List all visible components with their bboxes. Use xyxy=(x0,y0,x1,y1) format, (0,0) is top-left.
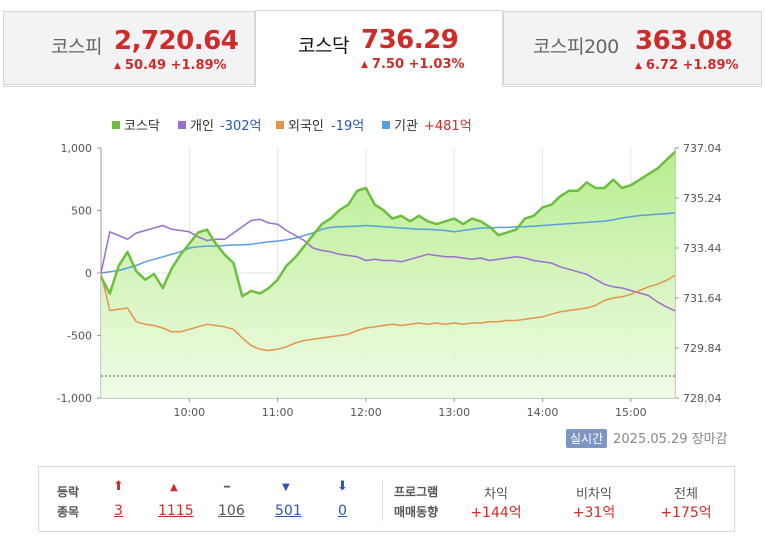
x-tick-label: 12:00 xyxy=(350,406,382,419)
tab-kospi200[interactable]: 코스피200 363.08 ▲ 6.72 +1.89% xyxy=(503,11,762,85)
unchanged-count[interactable]: 106 xyxy=(218,503,245,519)
tab-kospi-name: 코스피 xyxy=(51,36,102,58)
program-arbitrage-value: +144억 xyxy=(470,505,522,521)
legend-label-kosdaq: 코스닥 xyxy=(124,119,160,134)
upper-limit-arrow-icon: ⬆ xyxy=(113,479,124,494)
tab-kospi200-value: 363.08 xyxy=(635,26,733,56)
left-tick-label: 0 xyxy=(85,267,92,280)
rise-count[interactable]: 1115 xyxy=(158,503,194,519)
legend-swatch-institution xyxy=(382,121,390,129)
up-triangle-icon: ▲ xyxy=(114,61,121,71)
status-date: 2025.05.29 xyxy=(613,432,688,447)
tab-kosdaq[interactable]: 코스닥 736.29 ▲ 7.50 +1.03% xyxy=(255,10,503,87)
realtime-badge[interactable]: 실시간 xyxy=(566,429,608,448)
program-label-bottom: 매매동향 xyxy=(394,505,439,519)
tab-kospi[interactable]: 코스피 2,720.64 ▲ 50.49 +1.89% xyxy=(3,11,255,85)
tab-kosdaq-change-text: 7.50 +1.03% xyxy=(371,57,465,72)
breadth-label-top: 등락 xyxy=(57,485,80,499)
program-arbitrage-label: 차익 xyxy=(484,487,508,502)
legend-swatch-individual xyxy=(178,121,186,129)
program-non-arbitrage-value: +31억 xyxy=(572,505,616,521)
series-line-foreign xyxy=(100,272,676,352)
right-tick-label: 737.04 xyxy=(683,142,722,155)
legend-label-individual: 개인 xyxy=(190,119,214,134)
lower-limit-count[interactable]: 0 xyxy=(338,503,347,519)
program-total-label: 전체 xyxy=(674,487,698,502)
x-tick-label: 15:00 xyxy=(615,406,647,419)
panel-divider xyxy=(382,481,383,521)
right-tick-label: 733.44 xyxy=(683,242,722,255)
intraday-chart: 코스닥 개인 -302억 외국인 -19억 기관 +481억 1,000 500 0 -500 -1,… xyxy=(57,119,722,419)
index-tabs: 코스피 2,720.64 ▲ 50.49 +1.89% 코스닥 736.29 ▲ 7… xyxy=(0,0,765,87)
market-breadth-panel: 등락 종목 ⬆ 3 ▲ 1115 ━ 106 ▼ 501 ⬇ 0 프로그램 매매… xyxy=(38,466,735,532)
program-total-value: +175억 xyxy=(660,505,712,521)
tab-kospi200-change: ▲ 6.72 +1.89% xyxy=(635,58,739,73)
right-tick-label: 731.64 xyxy=(683,292,722,305)
rise-triangle-icon: ▲ xyxy=(170,482,178,493)
left-tick-label: -500 xyxy=(67,330,92,343)
kosdaq-area xyxy=(101,151,675,398)
legend-label-institution: 기관 xyxy=(394,119,418,134)
left-tick-label: -1,000 xyxy=(57,392,92,405)
left-tick-label: 1,000 xyxy=(61,142,93,155)
tab-divider xyxy=(3,86,255,87)
unchanged-dash-icon: ━ xyxy=(224,482,231,493)
upper-limit-count[interactable]: 3 xyxy=(114,503,123,519)
program-non-arbitrage-label: 비차익 xyxy=(576,487,612,502)
tab-kospi-value: 2,720.64 xyxy=(114,26,239,56)
x-tick-label: 14:00 xyxy=(527,406,559,419)
program-label-top: 프로그램 xyxy=(394,485,439,499)
x-tick-label: 13:00 xyxy=(438,406,470,419)
fall-triangle-icon: ▼ xyxy=(282,482,290,493)
tab-kosdaq-change: ▲ 7.50 +1.03% xyxy=(361,57,465,72)
legend-value-foreign: -19억 xyxy=(331,119,364,134)
tab-kospi-change-text: 50.49 +1.89% xyxy=(124,58,227,73)
status-state: 장마감 xyxy=(691,432,728,447)
right-tick-label: 735.24 xyxy=(683,192,722,205)
up-triangle-icon: ▲ xyxy=(635,61,642,71)
legend-value-institution: +481억 xyxy=(424,119,472,134)
tab-divider xyxy=(503,86,762,87)
x-tick-label: 10:00 xyxy=(173,406,205,419)
right-tick-label: 728.04 xyxy=(683,392,722,405)
tab-kospi200-change-text: 6.72 +1.89% xyxy=(645,58,739,73)
legend-label-foreign: 외국인 xyxy=(288,119,324,134)
series-line-institution xyxy=(100,212,676,274)
legend-swatch-foreign xyxy=(276,121,284,129)
tab-kospi200-name: 코스피200 xyxy=(533,36,619,58)
series-line-kosdaq xyxy=(99,150,676,298)
up-triangle-icon: ▲ xyxy=(361,60,368,70)
lower-limit-arrow-icon: ⬇ xyxy=(337,479,348,494)
left-tick-label: 500 xyxy=(71,205,92,218)
market-status: 실시간 2025.05.29 장마감 xyxy=(566,428,728,448)
x-tick-label: 11:00 xyxy=(262,406,294,419)
legend-swatch-kosdaq xyxy=(112,121,120,129)
tab-kosdaq-name: 코스닥 xyxy=(298,35,349,57)
right-tick-label: 729.84 xyxy=(683,342,722,355)
legend-value-individual: -302억 xyxy=(220,119,261,134)
breadth-label-bottom: 종목 xyxy=(57,505,80,519)
fall-count[interactable]: 501 xyxy=(275,503,302,519)
tab-kospi-change: ▲ 50.49 +1.89% xyxy=(114,58,227,73)
tab-kosdaq-value: 736.29 xyxy=(361,25,459,55)
